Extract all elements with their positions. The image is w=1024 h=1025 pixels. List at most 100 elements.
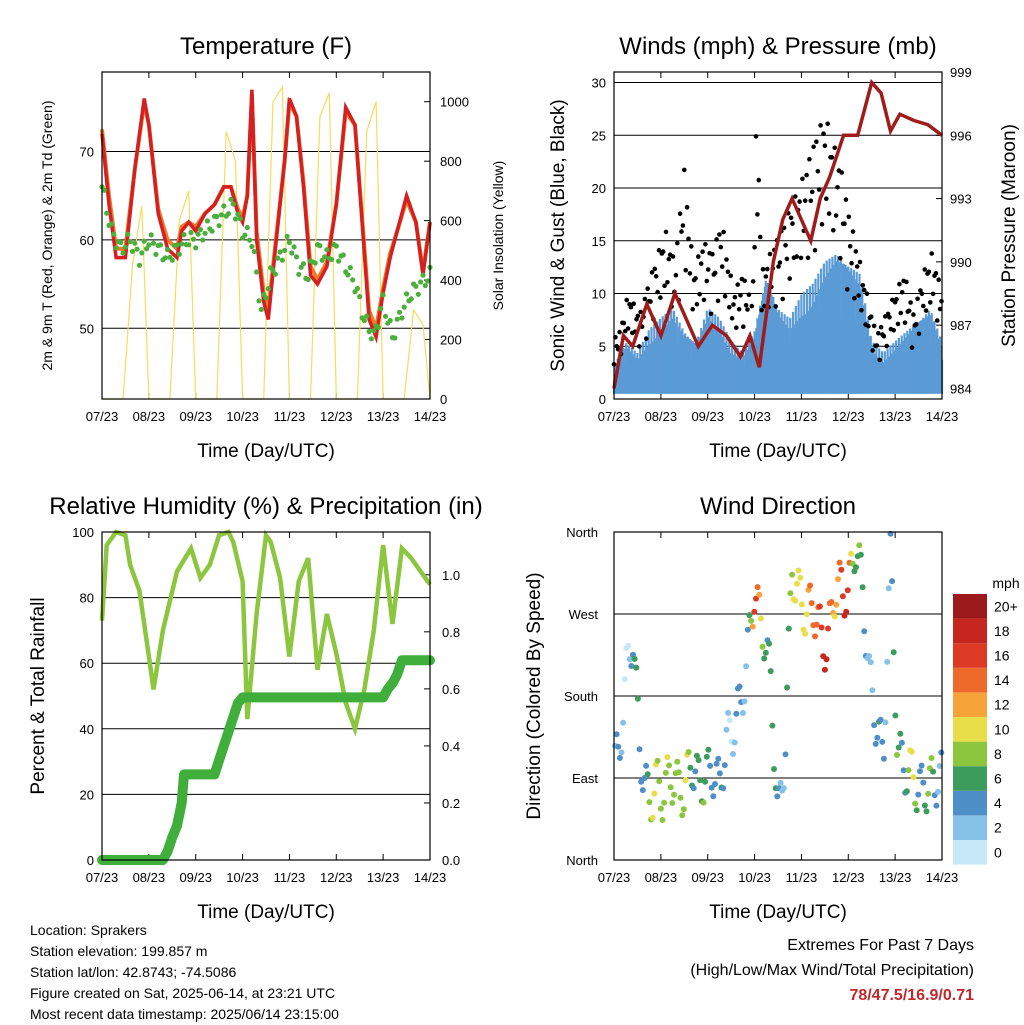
dir-point: [725, 709, 732, 716]
dir-point: [726, 717, 733, 724]
dir-point: [671, 791, 677, 798]
temp-point-td: [143, 246, 150, 252]
dir-point: [825, 625, 832, 632]
dir-point: [700, 799, 707, 806]
temp-point-td: [176, 251, 182, 257]
temp-point-td: [108, 221, 114, 227]
temp-plot-frame: [101, 71, 431, 400]
wind-point-gust: [745, 307, 750, 312]
dir-point: [900, 767, 907, 774]
temp-point-td: [401, 304, 407, 310]
wind-point-gust: [811, 144, 816, 150]
wind-point-gust: [929, 251, 934, 256]
wind-point-gust: [874, 343, 880, 348]
dir-legend-label: 0: [994, 844, 1002, 860]
dir-point: [769, 722, 776, 729]
wind-point-gust: [694, 301, 700, 307]
wind-point-gust: [725, 269, 731, 275]
dir-point: [918, 762, 925, 769]
dir-point: [898, 739, 905, 746]
dir-point: [794, 580, 800, 587]
dir-point: [833, 601, 840, 608]
temp-point-td: [345, 272, 351, 278]
dir-xtick-label: 11/23: [786, 870, 818, 885]
temp-xtick-label: 10/23: [226, 409, 259, 424]
dir-point: [885, 585, 892, 592]
dir-point: [716, 770, 723, 777]
temp-point-td: [218, 212, 225, 218]
wind-point-gust: [846, 214, 852, 220]
dir-point: [816, 603, 823, 610]
dir-legend-label: 8: [994, 746, 1002, 762]
wind-point-gust: [913, 321, 919, 327]
wind-point-gust: [842, 221, 847, 226]
wind-y2tick-label: 990: [950, 255, 972, 270]
wind-point-gust: [809, 189, 815, 195]
temp-y2tick-label: 0: [440, 392, 447, 407]
wind-point-gust: [857, 259, 863, 265]
wind-point-gust: [735, 282, 740, 287]
wind-point-gust: [683, 267, 688, 273]
wind-point-gust: [843, 197, 849, 202]
dir-point: [795, 567, 802, 574]
wind-series-pressure: [612, 78, 944, 389]
dir-point: [759, 643, 766, 650]
dir-point: [687, 764, 694, 771]
wind-xlabel: Time (Day/UTC): [709, 441, 847, 462]
wind-point-gust: [812, 247, 818, 253]
wind-point-gust: [693, 276, 698, 281]
rh-y2tick-label: 0.0: [442, 853, 460, 868]
temp-point-td: [418, 279, 424, 285]
wind-point-gust: [642, 296, 648, 302]
dir-point: [782, 751, 789, 758]
temp-point-td: [322, 254, 328, 260]
wind-point-gust: [805, 255, 811, 261]
temp-point-td: [340, 252, 346, 258]
dir-point: [639, 787, 646, 794]
dir-point: [690, 785, 697, 792]
dir-point: [710, 793, 717, 800]
temp-point-td: [139, 250, 145, 256]
temp-xtick-label: 12/23: [320, 409, 353, 424]
dir-point: [628, 663, 635, 669]
created-text: Figure created on Sat, 2025-06-14, at 23…: [30, 985, 336, 1001]
wind-point-gust: [861, 287, 867, 293]
dir-point: [762, 649, 769, 656]
dir-point: [823, 656, 830, 663]
dir-point: [636, 746, 643, 753]
wind-point-gust: [798, 255, 804, 261]
wind-ytick-label: 0: [599, 392, 606, 407]
dir-point: [894, 752, 900, 758]
temp-point-td: [263, 295, 269, 301]
wind-point-gust: [902, 320, 908, 326]
temp-point-td: [413, 283, 419, 289]
dir-point: [879, 738, 886, 745]
wind-point-gust: [773, 304, 778, 309]
dir-legend-title: mph: [992, 575, 1019, 591]
wind-point-gust: [926, 269, 932, 275]
dir-ytick-label: West: [569, 607, 599, 622]
wind-point-gust: [701, 297, 707, 303]
rh-y2tick-label: 0.2: [442, 796, 460, 811]
dir-title: Wind Direction: [700, 493, 856, 520]
dir-point: [657, 805, 664, 812]
temp-point-td: [200, 237, 206, 243]
wind-point-gust: [722, 293, 728, 299]
wind-point-gust: [689, 244, 694, 249]
temp-point-td: [382, 313, 389, 319]
dir-point: [839, 593, 846, 600]
wind-point-gust: [721, 229, 726, 235]
wind-y2tick-label: 987: [950, 318, 972, 333]
temp-point-td: [174, 242, 180, 248]
wind-ytick-label: 10: [592, 287, 606, 302]
dir-point: [913, 807, 920, 814]
temp-point-td: [179, 241, 185, 247]
dir-point: [828, 599, 835, 605]
temp-ytick-label: 50: [80, 321, 94, 336]
temp-point-td: [275, 255, 281, 261]
dir-point: [890, 649, 897, 656]
dir-point: [938, 749, 945, 756]
dir-legend-label: 14: [994, 672, 1010, 688]
wind-point-gust: [767, 251, 773, 257]
